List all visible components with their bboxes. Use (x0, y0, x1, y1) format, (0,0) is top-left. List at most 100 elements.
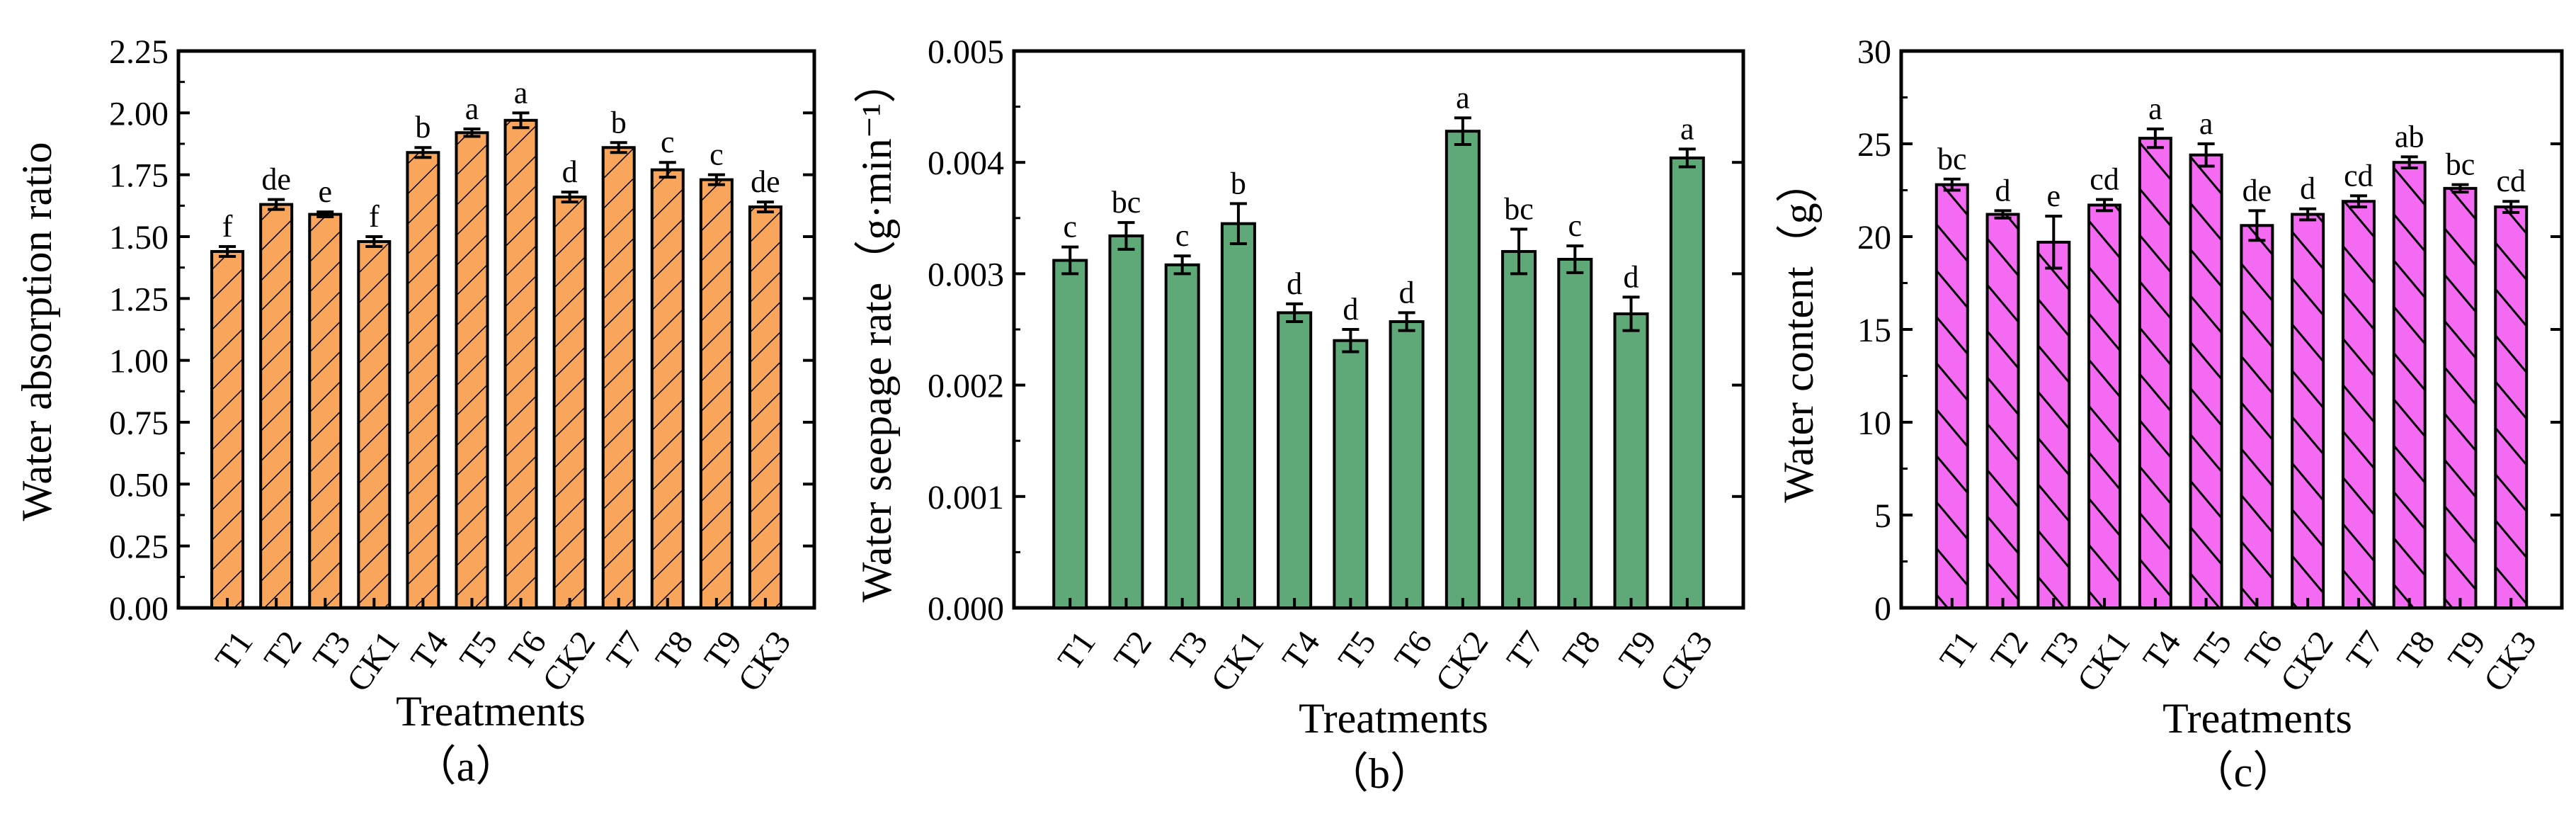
panel-b-plot: 0.0000.0010.0020.0030.0040.005cT1bcT2cT3… (928, 33, 1745, 699)
panel-c-bar-hatch-CK1 (2089, 205, 2121, 609)
panel-a-bar-hatch-T3 (309, 214, 341, 608)
panel-b: 0.0000.0010.0020.0030.0040.005cT1bcT2cT3… (853, 33, 1745, 797)
panel-c-bar-hatch-T6 (2241, 225, 2273, 608)
panel-b-ytick-label: 0.003 (928, 256, 1004, 293)
panel-b-ytick-label: 0.001 (928, 479, 1004, 516)
panel-b-bar-T2 (1110, 235, 1143, 608)
panel-b-letter-T4: d (1287, 266, 1302, 301)
panel-b-xtick-label-CK3: CK3 (1653, 624, 1720, 699)
panel-c: 051015202530bcT1dT2eT3cdCK1aT4aT5deT6dCK… (1775, 33, 2564, 796)
panel-a-ytick-label: 1.25 (109, 281, 169, 318)
panel-c-caption: （c） (2192, 749, 2296, 796)
panel-c-ylabel: Water content（g） (1775, 160, 1822, 502)
panel-a-bar-hatch-T8 (651, 169, 683, 608)
panel-b-letter-T5: d (1343, 292, 1358, 327)
panel-c-bar-hatch-T2 (1987, 214, 2019, 608)
panel-a-letter-T2: de (261, 162, 291, 197)
panel-a-xtick-label-T7: T7 (599, 624, 651, 677)
panel-c-ytick-label: 30 (1857, 33, 1891, 71)
panel-c-ytick-label: 20 (1857, 219, 1891, 256)
panel-a-bar-hatch-T6 (505, 120, 537, 608)
panel-b-ytick-label: 0.005 (928, 33, 1004, 71)
panel-a-bar-hatch-T1 (212, 251, 244, 608)
panel-c-plot: 051015202530bcT1dT2eT3cdCK1aT4aT5deT6dCK… (1857, 33, 2564, 699)
panel-b-bar-T6 (1390, 321, 1423, 608)
panel-a-bar-hatch-T9 (700, 179, 732, 609)
panel-a-ytick-label: 0.25 (109, 528, 169, 566)
panel-a-bar-hatch-T7 (603, 147, 634, 609)
panel-a-letter-T9: c (709, 137, 724, 172)
panel-c-xtick-label-T4: T4 (2136, 624, 2188, 677)
panel-b-xtick-label-T1: T1 (1051, 624, 1103, 677)
panel-b-xtick-label-T2: T2 (1107, 624, 1159, 677)
panel-c-bar-hatch-CK3 (2495, 207, 2527, 609)
panel-b-bar-T3 (1166, 264, 1199, 608)
panel-c-letter-T8: ab (2395, 119, 2424, 154)
panel-b-caption: （b） (1326, 750, 1432, 797)
panel-b-ytick-label: 0.000 (928, 590, 1004, 628)
panel-a-bar-hatch-CK3 (749, 207, 781, 609)
panel-a-letter-CK3: de (751, 164, 780, 199)
panel-a-xtick-label-T4: T4 (404, 624, 456, 677)
panel-a-bar-hatch-CK1 (358, 241, 390, 608)
panel-b-xtick-label-T9: T9 (1612, 624, 1664, 677)
panel-a-xtick-label-T8: T8 (648, 624, 700, 677)
panel-c-bar-hatch-T7 (2342, 201, 2374, 609)
panel-b-letter-CK2: a (1456, 80, 1470, 115)
panel-c-xtick-label-T8: T8 (2390, 624, 2442, 677)
panel-a-ytick-label: 1.00 (109, 343, 169, 380)
panel-c-bar-hatch-T4 (2139, 138, 2171, 608)
panel-a-letter-T8: c (661, 125, 675, 159)
panel-c-letter-T9: bc (2446, 147, 2475, 182)
panel-c-ytick-label: 15 (1857, 312, 1891, 349)
panel-b-bar-T8 (1558, 259, 1592, 608)
panel-c-xlabel: Treatments (2162, 695, 2352, 742)
panel-c-letter-T4: a (2148, 91, 2162, 126)
panel-c-xtick-label-CK2: CK2 (2273, 624, 2340, 699)
panel-b-xtick-label-T7: T7 (1500, 624, 1552, 677)
panel-b-bar-CK2 (1446, 131, 1479, 608)
panel-b-xlabel: Treatments (1299, 695, 1488, 742)
panel-c-letter-T5: a (2199, 106, 2213, 141)
panel-a-ytick-label: 1.50 (109, 219, 169, 256)
panel-c-ytick-label: 5 (1874, 497, 1891, 535)
panel-b-letter-T1: c (1063, 210, 1077, 244)
panel-c-ytick-label: 25 (1857, 126, 1891, 164)
panel-b-letter-T3: c (1175, 218, 1190, 253)
panel-b-bar-T1 (1054, 260, 1087, 608)
panel-a-xtick-label-T1: T1 (208, 624, 261, 677)
panel-a-ytick-label: 0.50 (109, 466, 169, 504)
panel-a-letter-T7: b (611, 105, 627, 140)
panel-a-letter-T1: f (222, 209, 233, 244)
panel-c-xtick-label-T1: T1 (1932, 624, 1985, 677)
panel-c-bar-hatch-T8 (2393, 162, 2425, 608)
panel-b-letter-T9: d (1624, 259, 1639, 294)
panel-b-xtick-label-T8: T8 (1556, 624, 1608, 677)
panel-b-ylabel: Water seepage rate（g·min⁻¹） (853, 61, 900, 603)
panel-a-bar-hatch-T2 (261, 204, 292, 608)
panel-a-bar-hatch-T5 (456, 132, 488, 608)
panel-c-letter-T2: d (1995, 173, 2011, 208)
panel-c-ytick-label: 0 (1874, 590, 1891, 628)
panel-b-xtick-label-CK1: CK1 (1204, 624, 1271, 699)
panel-b-xtick-label-T5: T5 (1331, 624, 1384, 677)
panel-c-bar-hatch-T9 (2444, 188, 2476, 608)
panel-a: 0.00 0.25 0.50 0.75 1.00 1.25 1.50 1.75 2.00 2.25… (13, 33, 816, 790)
panel-c-xtick-label-T2: T2 (1983, 624, 2036, 677)
panel-a-bar-hatch-T4 (407, 152, 439, 608)
panel-a-ytick-label: 0.00 (109, 590, 169, 628)
panel-a-letter-T4: b (415, 110, 431, 145)
panel-c-bar-hatch-T5 (2190, 154, 2222, 609)
panel-b-xtick-label-T6: T6 (1387, 624, 1440, 677)
panel-c-ytick-label: 10 (1857, 405, 1891, 442)
panel-a-letter-T5: a (465, 91, 479, 126)
panel-a-ylabel: Water absorption ratio (13, 142, 60, 521)
panel-b-bar-T5 (1334, 340, 1367, 608)
panel-b-xtick-label-T3: T3 (1163, 624, 1215, 677)
panel-c-xtick-label-T5: T5 (2187, 624, 2239, 677)
panel-a-xtick-label-CK3: CK3 (731, 624, 798, 699)
panel-b-letter-T7: bc (1504, 192, 1534, 227)
panel-c-letter-CK2: d (2300, 171, 2315, 206)
panel-c-letter-CK3: cd (2496, 164, 2526, 198)
